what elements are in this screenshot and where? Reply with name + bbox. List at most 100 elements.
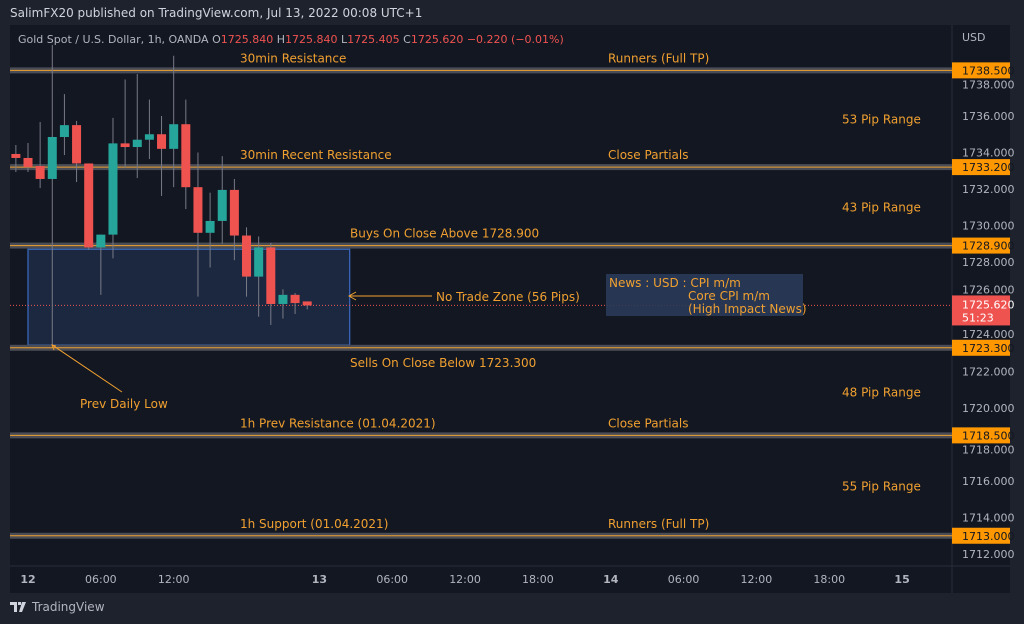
price-level-badge bbox=[952, 527, 1010, 544]
candle-up bbox=[205, 220, 215, 233]
price-level-badge bbox=[952, 159, 1010, 176]
last-price-badge bbox=[952, 295, 1010, 326]
prev-daily-low-label: Prev Daily Low bbox=[80, 397, 168, 411]
pip-range-label: 53 Pip Range bbox=[842, 113, 921, 127]
price-level-badge-text: 1728.900 bbox=[962, 240, 1015, 253]
time-tick-label: 18:00 bbox=[522, 573, 554, 586]
time-tick-label: 12 bbox=[20, 573, 35, 586]
level-label: 30min Resistance bbox=[240, 51, 346, 65]
legend-l-label: L bbox=[338, 33, 348, 46]
price-tick-label: 1738.000 bbox=[962, 78, 1015, 91]
price-tick-label: 1730.000 bbox=[962, 220, 1015, 233]
time-tick-label: 06:00 bbox=[376, 573, 408, 586]
pip-range-label: 48 Pip Range bbox=[842, 386, 921, 400]
level-label: Buys On Close Above 1728.900 bbox=[350, 227, 539, 241]
candle-down bbox=[23, 157, 33, 168]
price-level-badge bbox=[952, 237, 1010, 254]
price-level-badge bbox=[952, 62, 1010, 79]
price-tick-label: 1718.000 bbox=[962, 443, 1015, 456]
candle-down bbox=[84, 163, 94, 248]
legend-change: −0.220 (−0.01%) bbox=[463, 33, 563, 46]
arrow-head-icon bbox=[347, 291, 357, 301]
level-label: 1h Support (01.04.2021) bbox=[240, 517, 388, 531]
brand-name: TradingView bbox=[32, 600, 105, 614]
level-note: Runners (Full TP) bbox=[608, 51, 709, 65]
price-tick-label: 1714.000 bbox=[962, 512, 1015, 525]
pip-range-label: 43 Pip Range bbox=[842, 200, 921, 214]
price-tick-label: 1712.000 bbox=[962, 548, 1015, 561]
no-trade-zone-box bbox=[27, 248, 351, 346]
candle-down bbox=[266, 247, 276, 304]
candle-down bbox=[35, 166, 45, 179]
candle-up bbox=[96, 234, 106, 248]
price-tick-label: 1734.000 bbox=[962, 147, 1015, 160]
candle-down bbox=[290, 294, 300, 304]
time-tick-label: 12:00 bbox=[449, 573, 481, 586]
price-tick-label: 1724.000 bbox=[962, 328, 1015, 341]
symbol-legend: Gold Spot / U.S. Dollar, 1h, OANDA O1725… bbox=[18, 33, 564, 46]
candle-up bbox=[217, 189, 227, 221]
legend-h-label: H bbox=[273, 33, 285, 46]
candle-up bbox=[144, 134, 154, 140]
price-level-badge-text: 1718.500 bbox=[962, 429, 1015, 442]
legend-symbol: Gold Spot / U.S. Dollar, 1h, OANDA bbox=[18, 33, 209, 46]
candle-up bbox=[169, 124, 179, 149]
price-level-badge bbox=[952, 427, 1010, 444]
price-level-badge-text: 1713.000 bbox=[962, 530, 1015, 543]
last-price-text: 1725.620 bbox=[962, 298, 1015, 311]
time-tick-label: 13 bbox=[312, 573, 327, 586]
candle-down bbox=[157, 134, 167, 149]
time-tick-label: 12:00 bbox=[741, 573, 773, 586]
tradingview-logo-icon bbox=[10, 602, 26, 612]
level-label: Sells On Close Below 1723.300 bbox=[350, 356, 536, 370]
news-line: Core CPI m/m bbox=[688, 289, 770, 303]
candle-down bbox=[181, 124, 191, 188]
candle-down bbox=[120, 143, 130, 148]
tradingview-logo[interactable]: TradingView bbox=[10, 600, 105, 614]
news-line: News : USD : CPI m/m bbox=[609, 276, 741, 290]
no-trade-zone-label: No Trade Zone (56 Pips) bbox=[436, 290, 580, 304]
candle-down bbox=[11, 153, 21, 158]
arrow-head-icon bbox=[51, 344, 57, 351]
level-note: Runners (Full TP) bbox=[608, 517, 709, 531]
price-level-badge-text: 1723.300 bbox=[962, 342, 1015, 355]
candle-up bbox=[254, 247, 264, 277]
level-label: 1h Prev Resistance (01.04.2021) bbox=[240, 416, 436, 430]
candle-up bbox=[278, 294, 288, 304]
candle-down bbox=[193, 187, 203, 233]
legend-high: 1725.840 bbox=[285, 33, 338, 46]
legend-low: 1725.405 bbox=[347, 33, 400, 46]
pip-range-label: 55 Pip Range bbox=[842, 480, 921, 494]
legend-close: 1725.620 bbox=[411, 33, 464, 46]
price-tick-label: 1720.000 bbox=[962, 402, 1015, 415]
level-note: Close Partials bbox=[608, 148, 688, 162]
legend-c-label: C bbox=[400, 33, 411, 46]
candle-up bbox=[132, 139, 142, 148]
price-tick-label: 1736.000 bbox=[962, 110, 1015, 123]
candle-down bbox=[242, 235, 252, 277]
news-line: (High Impact News) bbox=[688, 302, 807, 316]
currency-label: USD bbox=[962, 31, 986, 44]
time-tick-label: 15 bbox=[894, 573, 909, 586]
level-label: 30min Recent Resistance bbox=[240, 148, 392, 162]
publisher-caption: SalimFX20 published on TradingView.com, … bbox=[10, 6, 423, 20]
candle-up bbox=[108, 143, 118, 235]
price-level-badge-text: 1733.200 bbox=[962, 161, 1015, 174]
price-level-badge-text: 1738.500 bbox=[962, 64, 1015, 77]
candle-down bbox=[302, 301, 312, 306]
price-tick-label: 1732.000 bbox=[962, 183, 1015, 196]
candle-down bbox=[229, 189, 239, 236]
price-tick-label: 1716.000 bbox=[962, 475, 1015, 488]
candle-up bbox=[47, 136, 57, 179]
legend-o-label: O bbox=[209, 33, 221, 46]
time-tick-label: 14 bbox=[603, 573, 619, 586]
legend-open: 1725.840 bbox=[221, 33, 274, 46]
prev-daily-low-arrow bbox=[52, 344, 123, 393]
price-tick-label: 1728.000 bbox=[962, 256, 1015, 269]
price-level-badge bbox=[952, 339, 1010, 356]
bar-countdown: 51:23 bbox=[962, 311, 994, 324]
candle-down bbox=[72, 125, 82, 164]
news-box bbox=[606, 274, 803, 316]
time-tick-label: 06:00 bbox=[85, 573, 117, 586]
